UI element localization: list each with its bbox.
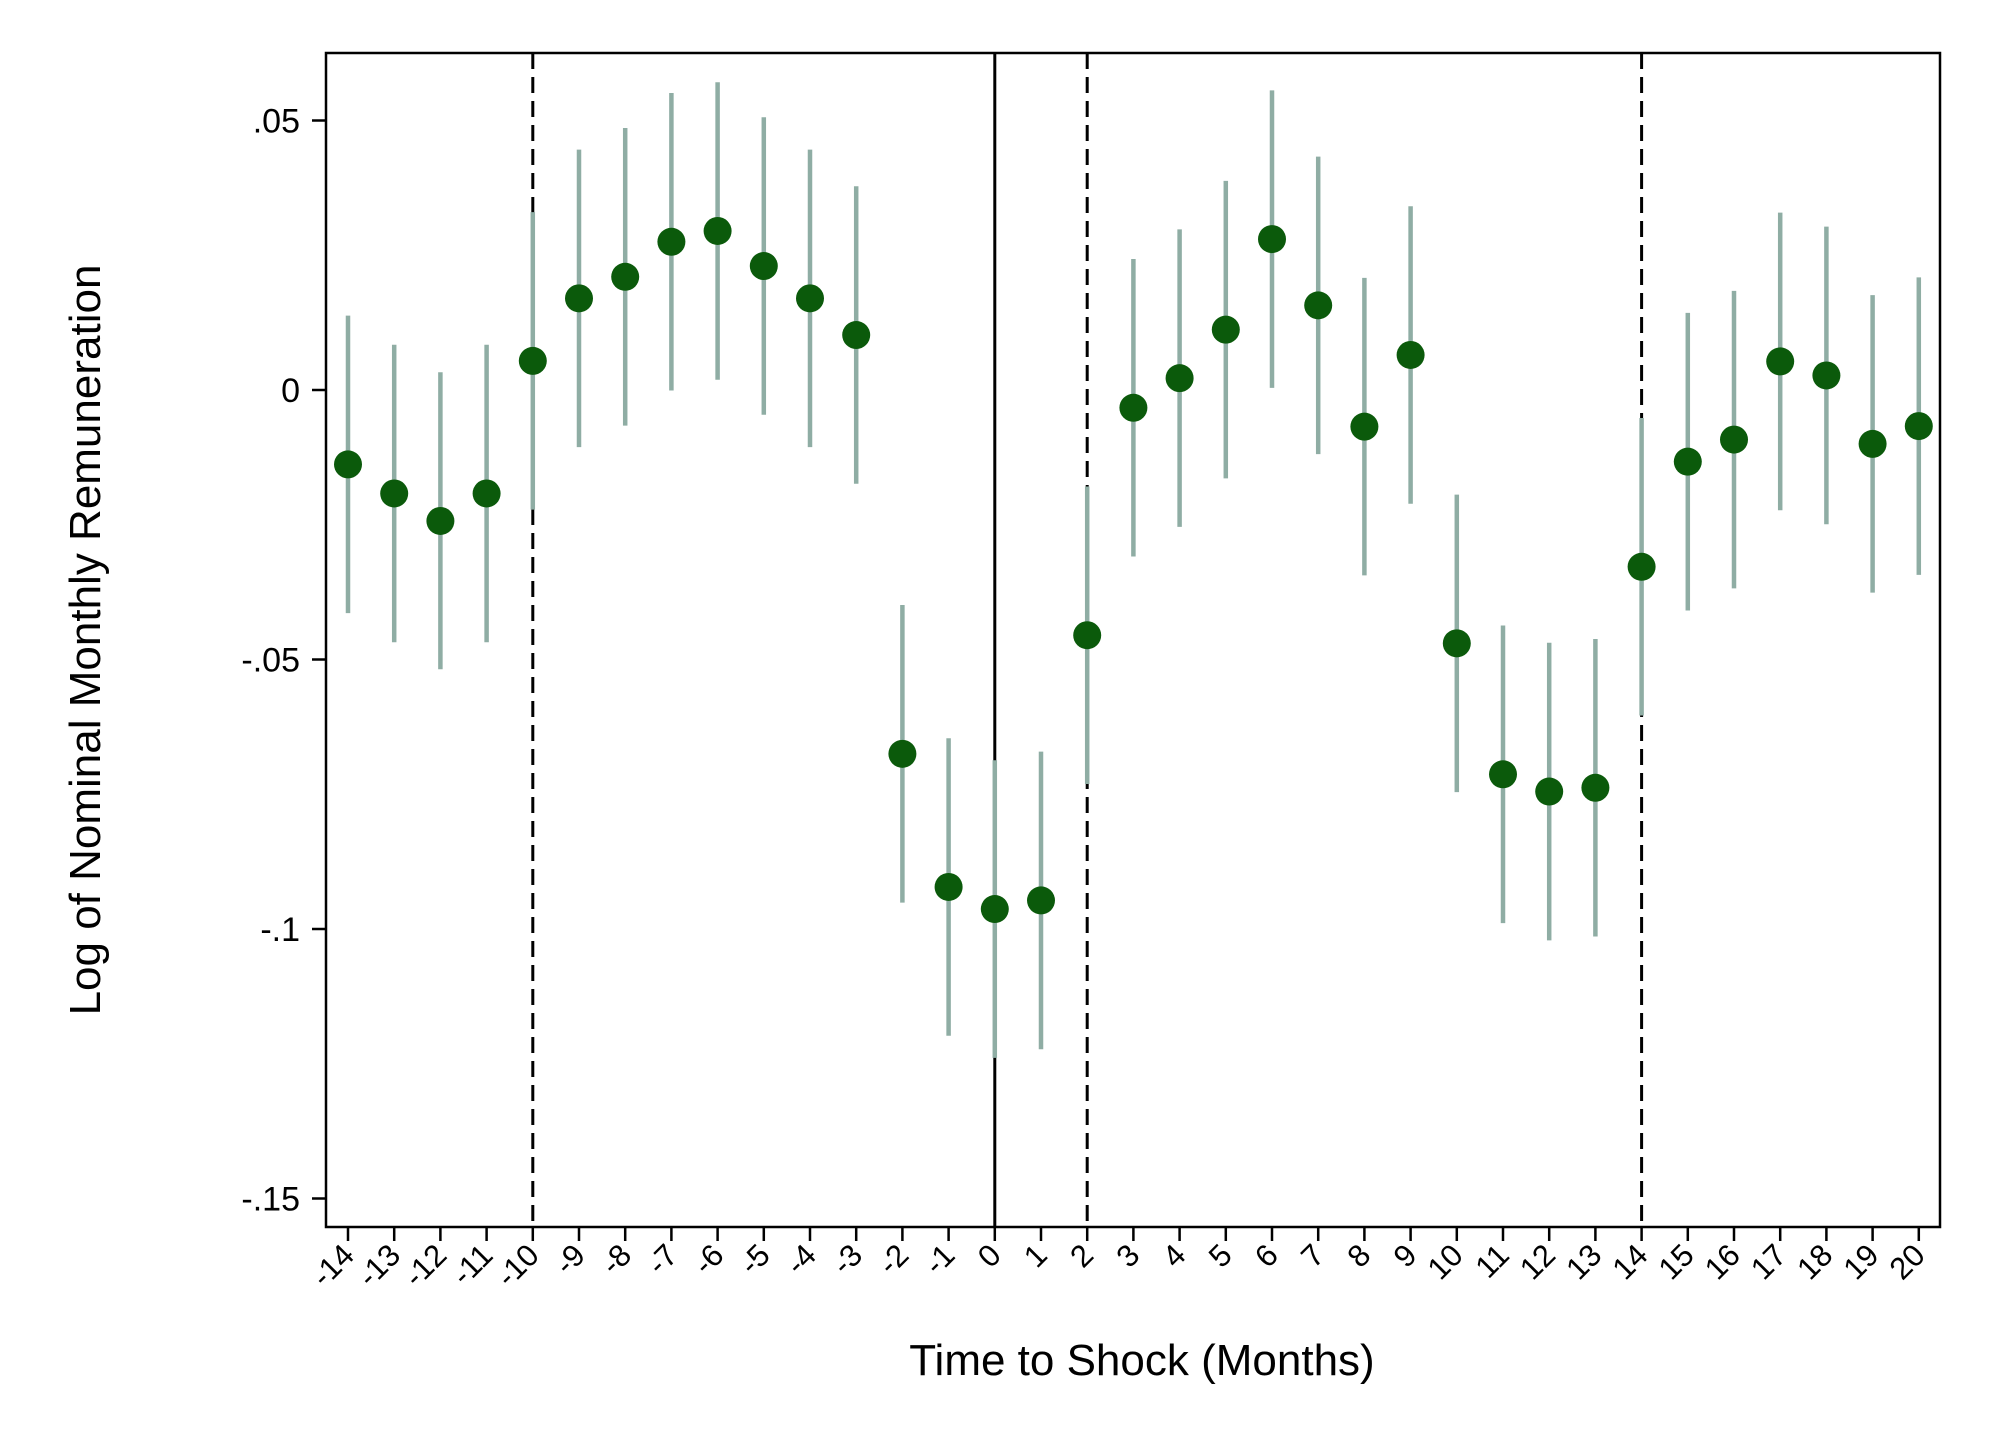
data-point (1350, 412, 1379, 441)
data-point (1489, 760, 1517, 789)
data-point (1535, 777, 1564, 806)
data-point (657, 227, 686, 256)
y-tick-label: -.15 (241, 1181, 300, 1219)
data-point (1720, 425, 1748, 454)
data-point (842, 321, 871, 350)
data-point (1627, 552, 1656, 581)
point-estimates (334, 216, 1933, 924)
data-point (796, 284, 824, 313)
data-point (1304, 291, 1333, 320)
data-point (1673, 447, 1702, 476)
data-point (1812, 361, 1841, 390)
data-point (1581, 773, 1610, 802)
y-tick-label: 0 (281, 372, 300, 410)
data-point (1396, 340, 1425, 369)
y-tick-label: -.05 (241, 642, 300, 680)
data-point (703, 216, 732, 245)
data-point (1258, 225, 1286, 254)
data-point (1119, 393, 1148, 422)
x-axis-title: Time to Shock (Months) (909, 1336, 1374, 1385)
data-point (749, 252, 778, 281)
y-tick-label: -.1 (260, 911, 300, 949)
data-point (518, 346, 547, 375)
data-point (334, 450, 362, 479)
data-point (980, 895, 1009, 924)
data-point (1442, 629, 1471, 658)
data-point (611, 262, 640, 291)
data-point (1027, 886, 1055, 915)
data-point (1165, 364, 1194, 393)
data-point (565, 284, 593, 313)
data-point (888, 739, 917, 768)
data-point (472, 479, 501, 508)
data-point (1211, 315, 1240, 344)
y-tick-label: .05 (253, 103, 300, 141)
data-point (934, 872, 963, 901)
data-point (380, 479, 409, 508)
y-axis: .05 0 -.05 -.1 -.15 (241, 103, 326, 1219)
data-point (1904, 412, 1933, 441)
data-point (426, 506, 455, 535)
y-axis-title: Log of Nominal Monthly Remuneration (61, 265, 110, 1016)
data-point (1766, 347, 1795, 376)
data-point (1073, 621, 1102, 650)
data-point (1858, 429, 1887, 458)
